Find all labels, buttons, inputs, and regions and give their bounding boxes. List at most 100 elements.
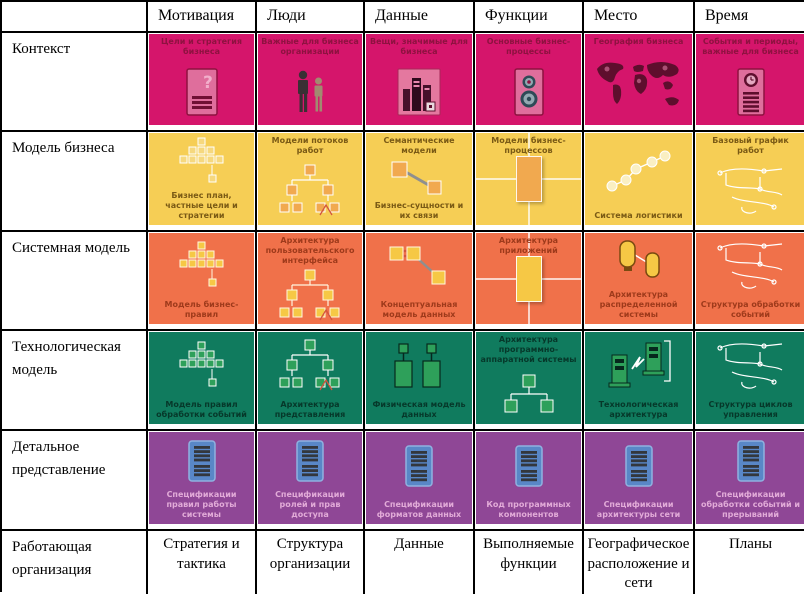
- distributed-icon: [585, 233, 692, 289]
- cell-block: Основные бизнес-процессы: [476, 34, 581, 125]
- cell-label-top: География бизнеса: [593, 37, 684, 46]
- column-header-people: Люди: [257, 2, 365, 33]
- sketch-icon: [696, 233, 804, 299]
- cell-block: Вещи, значимые для бизнеса: [366, 34, 472, 125]
- cell-block: Концептуальная модель данных: [366, 233, 472, 324]
- cell-label-bottom: Код программных компонентов: [486, 500, 571, 519]
- footer-cell-label: Структура организации: [269, 536, 351, 572]
- row-header-context: Контекст: [2, 33, 148, 132]
- cell-context-place: География бизнеса: [584, 33, 695, 132]
- cell-context-motivation: Цели и стратегия бизнеса ?: [148, 33, 257, 132]
- cell-label-top: События и периоды, важные для бизнеса: [702, 37, 799, 56]
- tree-small-icon: [476, 366, 581, 424]
- cell-block: Архитектура представления: [258, 332, 362, 424]
- cell-business-model-motivation: Бизнес план, частные цели и стратегии: [148, 132, 257, 232]
- cell-technology-model-data: Физическая модель данных: [365, 331, 475, 431]
- entities3-icon: [366, 233, 472, 299]
- column-header-functions: Функции: [475, 2, 584, 33]
- footer-cell-label: Географическое расположение и сети: [587, 536, 690, 591]
- cell-business-model-functions: Модели бизнес-процессов: [475, 132, 584, 232]
- cell-detailed-representation-motivation: Спецификации правил работы системы: [148, 431, 257, 531]
- cell-label-top: Основные бизнес-процессы: [486, 37, 571, 56]
- cell-block: Структура обработки событий: [696, 233, 804, 324]
- cell-block: Спецификации обработки событий и прерыва…: [696, 432, 804, 524]
- cell-detailed-representation-place: Спецификации архитектуры сети: [584, 431, 695, 531]
- row-header-technology-model: Технологическая модель: [2, 331, 148, 431]
- cell-technology-model-people: Архитектура представления: [257, 331, 365, 431]
- cell-block: Спецификации архитектуры сети: [585, 432, 692, 524]
- svg-text:?: ?: [203, 73, 213, 93]
- column-header-label: Место: [594, 7, 638, 24]
- spec-doc-icon: [585, 432, 692, 499]
- cell-block: Семантические модели Бизнес-сущности и и…: [366, 133, 472, 225]
- cell-block: Модели потоков работ: [258, 133, 362, 225]
- entities-icon: [366, 157, 472, 200]
- footer-cell-functions: Выполняемые функции: [475, 531, 584, 594]
- cell-context-functions: Основные бизнес-процессы: [475, 33, 584, 132]
- cell-technology-model-time: Структура циклов управления: [695, 331, 804, 431]
- cell-block: Архитектура программно-аппаратной систем…: [476, 332, 581, 424]
- cell-context-people: Важные для бизнеса организации: [257, 33, 365, 132]
- cell-detailed-representation-time: Спецификации обработки событий и прерыва…: [695, 431, 804, 531]
- spec-doc-icon: [476, 432, 581, 499]
- cell-label-bottom: Технологическая архитектура: [598, 400, 679, 419]
- cell-system-model-motivation: Модель бизнес-правил: [148, 232, 257, 331]
- cell-detailed-representation-people: Спецификации ролей и прав доступа: [257, 431, 365, 531]
- cell-block: Физическая модель данных: [366, 332, 472, 424]
- footer-cell-label: Выполняемые функции: [483, 536, 574, 572]
- row-header-system-model: Системная модель: [2, 232, 148, 331]
- corner-cell: [2, 2, 148, 33]
- column-header-label: Функции: [485, 7, 548, 24]
- doc-gears-icon: [476, 58, 581, 125]
- pyramid-icon: [149, 233, 254, 299]
- cell-label-top: Важные для бизнеса организации: [261, 37, 359, 56]
- footer-cell-time: Планы: [695, 531, 804, 594]
- row-header-working-organization: Работающая организация: [2, 531, 148, 594]
- column-header-time: Время: [695, 2, 804, 33]
- row-header-label: Работающая организация: [12, 539, 92, 579]
- cell-label-bottom: Модель правил обработки событий: [156, 400, 247, 419]
- column-header-label: Люди: [267, 7, 306, 24]
- people-icon: [258, 58, 362, 125]
- cell-block: Спецификации форматов данных: [366, 432, 472, 524]
- org-tree-icon: [258, 332, 362, 399]
- computers-icon: [585, 332, 692, 399]
- cell-label-bottom: Система логистики: [594, 211, 683, 220]
- cell-block: Спецификации ролей и прав доступа: [258, 432, 362, 524]
- column-header-label: Данные: [375, 7, 428, 24]
- cell-system-model-data: Концептуальная модель данных: [365, 232, 475, 331]
- cell-block: События и периоды, важные для бизнеса: [696, 34, 804, 125]
- cell-label-top: Модели потоков работ: [271, 136, 349, 155]
- cell-block: Модели бизнес-процессов: [476, 133, 581, 225]
- cell-block: Архитектура распределенной системы: [585, 233, 692, 324]
- org-tree-icon: [258, 157, 362, 225]
- footer-cell-label: Планы: [728, 536, 773, 552]
- row-header-label: Контекст: [12, 41, 71, 57]
- cell-technology-model-motivation: Модель правил обработки событий: [148, 331, 257, 431]
- cell-business-model-time: Базовый график работ: [695, 132, 804, 232]
- cell-block: Архитектура пользовательского интерфейса: [258, 233, 362, 324]
- cell-detailed-representation-data: Спецификации форматов данных: [365, 431, 475, 531]
- cell-label-top: Вещи, значимые для бизнеса: [370, 37, 468, 56]
- row-header-label: Детальное представление: [12, 439, 106, 479]
- row-header-label: Модель бизнеса: [12, 140, 115, 156]
- cell-label-top: Архитектура программно-аппаратной систем…: [480, 335, 577, 364]
- spec-doc-icon: [149, 432, 254, 489]
- cell-detailed-representation-functions: Код программных компонентов: [475, 431, 584, 531]
- cell-block: Структура циклов управления: [696, 332, 804, 424]
- cell-block: Технологическая архитектура: [585, 332, 692, 424]
- cell-system-model-time: Структура обработки событий: [695, 232, 804, 331]
- cell-label-bottom: Структура циклов управления: [708, 400, 793, 419]
- cell-block: Модель бизнес-правил: [149, 233, 254, 324]
- footer-cell-label: Данные: [394, 536, 444, 552]
- footer-cell-place: Географическое расположение и сети: [584, 531, 695, 594]
- cell-label-top: Архитектура пользовательского интерфейса: [265, 236, 355, 265]
- cell-business-model-data: Семантические модели Бизнес-сущности и и…: [365, 132, 475, 232]
- process-box-icon: [515, 156, 542, 202]
- cell-system-model-functions: Архитектура приложений: [475, 232, 584, 331]
- cell-block: Бизнес план, частные цели и стратегии: [149, 133, 254, 225]
- data-physical-icon: [366, 332, 472, 399]
- row-header-business-model: Модель бизнеса: [2, 132, 148, 232]
